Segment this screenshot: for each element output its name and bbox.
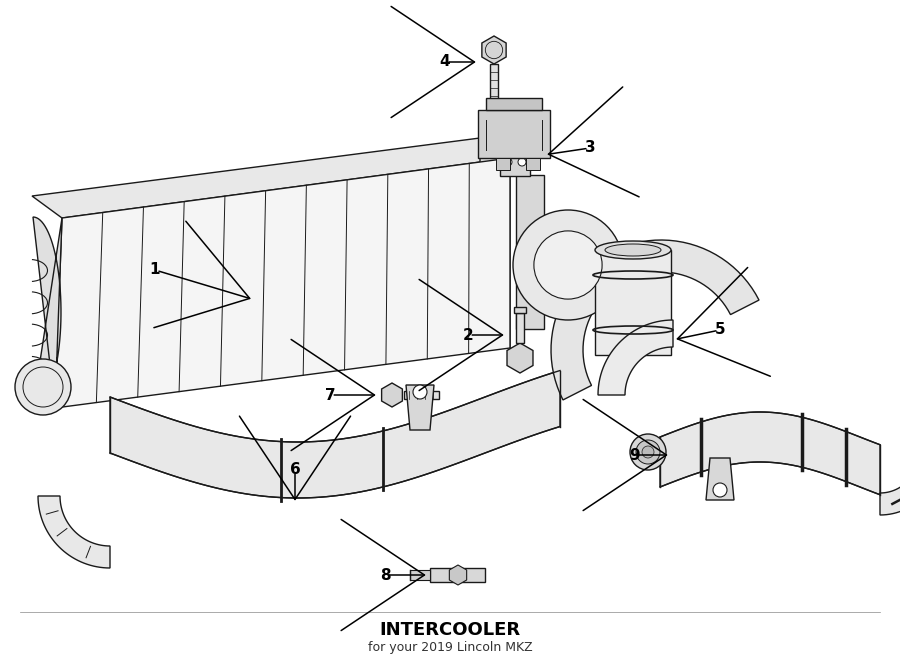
Polygon shape <box>33 217 62 408</box>
Text: 9: 9 <box>630 447 640 463</box>
Polygon shape <box>38 496 110 568</box>
Polygon shape <box>55 158 510 408</box>
Text: INTERCOOLER: INTERCOOLER <box>380 621 520 639</box>
Text: for your 2019 Lincoln MKZ: for your 2019 Lincoln MKZ <box>368 641 532 654</box>
Circle shape <box>518 158 526 166</box>
Circle shape <box>534 231 602 299</box>
Polygon shape <box>449 565 467 585</box>
Polygon shape <box>490 64 498 105</box>
Text: 7: 7 <box>325 387 336 403</box>
Circle shape <box>15 359 71 415</box>
Polygon shape <box>480 138 510 348</box>
Text: 8: 8 <box>380 568 391 582</box>
Circle shape <box>513 210 623 320</box>
Circle shape <box>636 440 660 464</box>
Polygon shape <box>430 568 485 582</box>
Polygon shape <box>660 412 880 494</box>
Text: 6: 6 <box>290 463 301 477</box>
Text: 4: 4 <box>440 54 450 69</box>
Polygon shape <box>598 320 673 395</box>
Text: 3: 3 <box>585 141 595 155</box>
Polygon shape <box>478 110 550 158</box>
Ellipse shape <box>595 241 671 259</box>
Polygon shape <box>482 36 506 64</box>
Polygon shape <box>496 158 510 170</box>
Ellipse shape <box>605 244 661 256</box>
Circle shape <box>642 446 654 458</box>
Circle shape <box>413 385 427 399</box>
Polygon shape <box>526 158 540 170</box>
Polygon shape <box>516 175 544 329</box>
Polygon shape <box>880 455 900 515</box>
Polygon shape <box>486 98 542 110</box>
Circle shape <box>630 434 666 470</box>
Polygon shape <box>110 371 560 498</box>
Polygon shape <box>514 307 526 313</box>
Polygon shape <box>406 385 434 430</box>
Text: 1: 1 <box>149 262 160 278</box>
Text: 2: 2 <box>463 327 473 342</box>
Polygon shape <box>382 383 402 407</box>
Polygon shape <box>507 343 533 373</box>
Circle shape <box>504 158 512 166</box>
Polygon shape <box>32 138 510 218</box>
Polygon shape <box>410 570 430 580</box>
Polygon shape <box>551 240 759 400</box>
Polygon shape <box>706 458 734 500</box>
Polygon shape <box>516 313 524 343</box>
Text: 5: 5 <box>715 323 725 338</box>
Polygon shape <box>595 250 671 355</box>
Polygon shape <box>404 391 439 399</box>
Polygon shape <box>500 148 530 176</box>
Circle shape <box>713 483 727 497</box>
